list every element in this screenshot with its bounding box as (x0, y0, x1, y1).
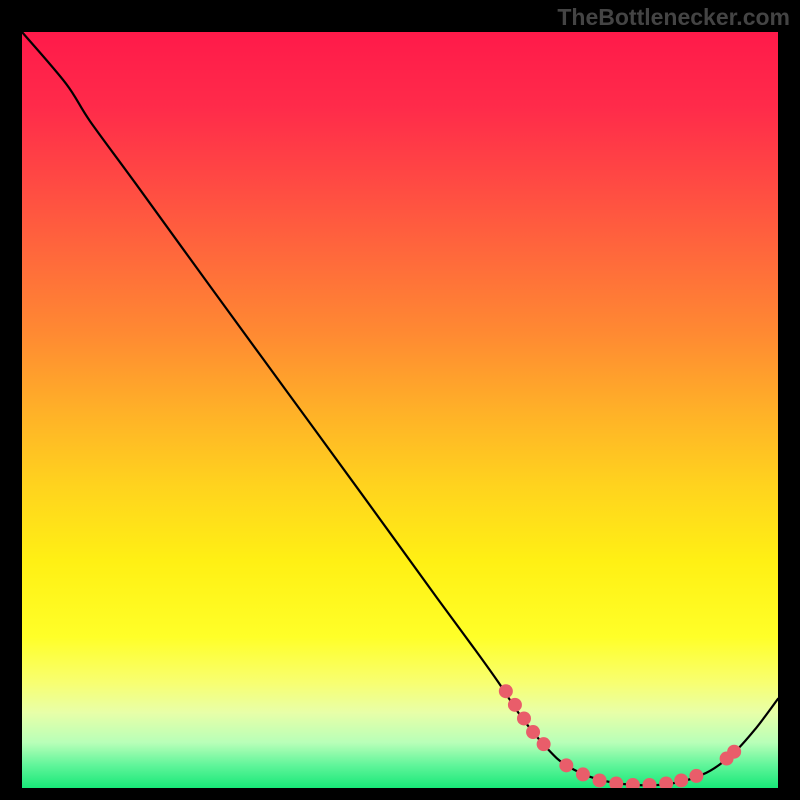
watermark-text: TheBottlenecker.com (557, 4, 790, 31)
curve-marker (593, 773, 607, 787)
curve-marker (508, 698, 522, 712)
curve-marker (537, 737, 551, 751)
gradient-background (22, 32, 778, 788)
curve-marker (576, 767, 590, 781)
curve-marker (689, 769, 703, 783)
curve-marker (517, 711, 531, 725)
plot-area (22, 32, 778, 788)
chart-frame: { "watermark": { "text": "TheBottlenecke… (0, 0, 800, 800)
curve-marker (674, 773, 688, 787)
curve-marker (526, 725, 540, 739)
curve-marker (727, 745, 741, 759)
curve-marker (499, 684, 513, 698)
bottleneck-curve-chart (22, 32, 778, 788)
curve-marker (559, 758, 573, 772)
